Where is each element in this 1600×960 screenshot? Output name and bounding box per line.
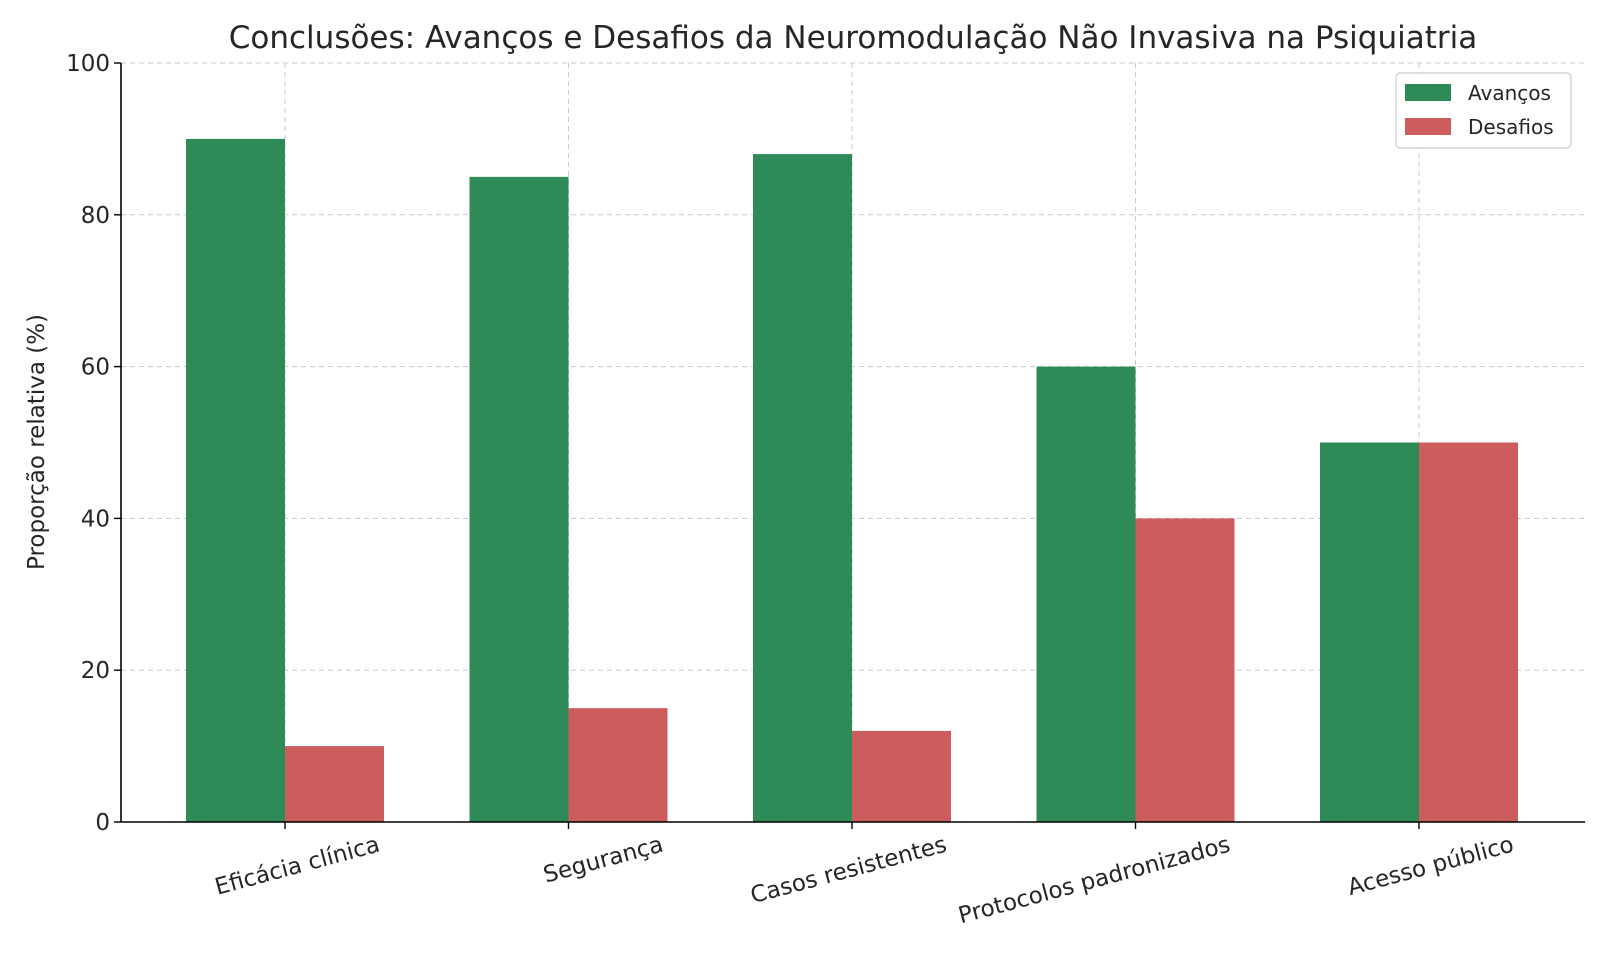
bar-avancos-protocolos-padronizados bbox=[1036, 366, 1136, 822]
y-tick-label: 100 bbox=[66, 51, 110, 77]
axis-layer bbox=[120, 63, 1585, 823]
bar-desafios-seguranca bbox=[568, 708, 668, 822]
bar-desafios-protocolos-padronizados bbox=[1135, 518, 1235, 822]
legend-label-avancos: Avanços bbox=[1468, 81, 1551, 105]
bar-avancos-acesso-publico bbox=[1320, 442, 1419, 822]
y-axis-label: Proporção relativa (%) bbox=[24, 314, 50, 570]
chart-title: Conclusões: Avanços e Desafios da Neurom… bbox=[229, 20, 1478, 56]
y-tick-label: 0 bbox=[95, 810, 110, 836]
bar-avancos-casos-resistentes bbox=[753, 154, 852, 822]
y-tick-label: 80 bbox=[81, 203, 110, 229]
legend-swatch-desafios bbox=[1405, 118, 1451, 135]
y-tick-label: 40 bbox=[81, 506, 110, 532]
bar-desafios-casos-resistentes bbox=[852, 730, 951, 822]
y-tick-label: 60 bbox=[81, 355, 110, 381]
bar-desafios-acesso-publico bbox=[1419, 442, 1518, 822]
bar-avancos-eficacia-clinica bbox=[186, 138, 285, 822]
legend-swatch-avancos bbox=[1405, 84, 1451, 101]
legend: Avanços Desafios bbox=[1395, 72, 1572, 149]
x-tick-label-casos-resistentes: Casos resistentes bbox=[748, 832, 950, 909]
legend-label-desafios: Desafios bbox=[1468, 115, 1554, 139]
bar-avancos-seguranca bbox=[469, 176, 569, 823]
bar-desafios-eficacia-clinica bbox=[285, 746, 384, 822]
bar-layer bbox=[186, 138, 1518, 823]
x-tick-label-seguranca: Segurança bbox=[541, 832, 666, 889]
x-tick-label-eficacia-clinica: Eficácia clínica bbox=[212, 832, 382, 901]
y-tick-label: 20 bbox=[81, 658, 110, 684]
x-tick-label-protocolos-padronizados: Protocolos padronizados bbox=[956, 832, 1233, 930]
x-tick-label-acesso-publico: Acesso público bbox=[1345, 832, 1517, 901]
